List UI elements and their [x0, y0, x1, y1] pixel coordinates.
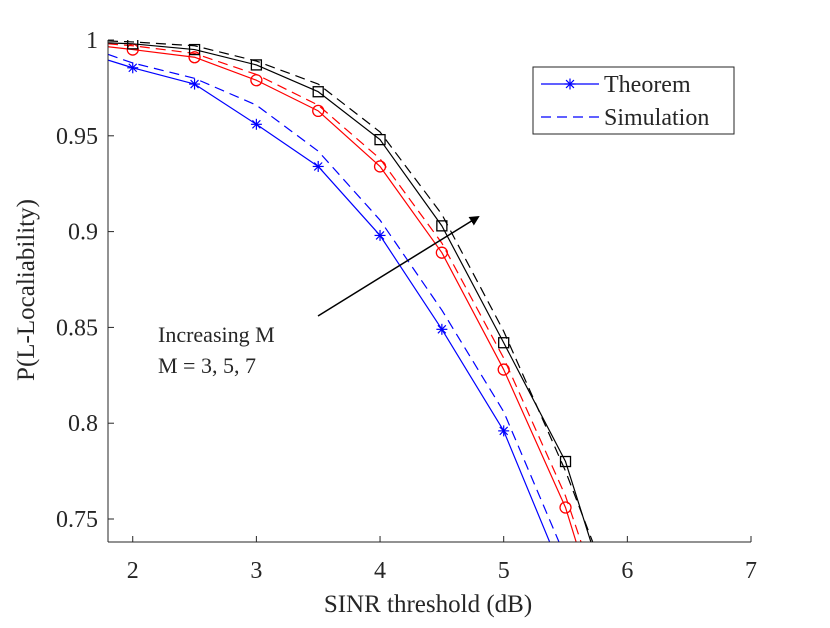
series-m7-theorem-point-square-marker — [559, 455, 572, 468]
series-m5-simulation — [108, 43, 582, 542]
y-tick-label: 0.9 — [68, 220, 98, 246]
series-m5-simulation-line — [108, 43, 582, 542]
series-m5-theorem — [108, 43, 577, 542]
annotation-line-1: Increasing M — [158, 322, 275, 347]
series-m3-simulation — [108, 53, 560, 542]
annotation-line-2: M = 3, 5, 7 — [158, 353, 256, 378]
series-m3-theorem-point-star-marker — [312, 160, 324, 172]
series-m7-theorem-line — [108, 42, 592, 542]
x-axis-title: SINR threshold (dB) — [324, 591, 532, 618]
y-tick-label: 1 — [86, 28, 98, 54]
legend-simulation-label: Simulation — [604, 105, 709, 131]
series-m3-simulation-line — [108, 53, 560, 542]
series-m7-theorem-point-square-marker — [498, 337, 510, 349]
series-m7-simulation-line — [108, 40, 594, 542]
x-tick-label: 6 — [621, 558, 633, 584]
series-m5-theorem-line — [108, 46, 577, 542]
series-layer — [108, 40, 594, 586]
legend-theorem-star-marker — [564, 78, 576, 90]
series-m7-theorem-point-square-marker — [250, 59, 263, 71]
series-m7-theorem-point-square-marker — [312, 86, 324, 98]
x-tick-label: 4 — [374, 558, 386, 584]
series-m7-theorem-point-square-marker — [436, 220, 448, 232]
ticks-layer: 2 3 4 5 6 7 0.75 0.8 0.85 0.9 0.95 1 — [56, 28, 757, 584]
increasing-m-arrow — [317, 215, 480, 317]
annotation: Increasing M M = 3, 5, 7 — [158, 215, 480, 378]
series-m5-theorem-point-circle-marker — [559, 501, 572, 514]
y-tick-label: 0.85 — [56, 315, 98, 341]
y-tick-label: 0.8 — [68, 411, 98, 437]
series-m5-theorem-point-circle-marker — [188, 51, 201, 64]
series-m3-theorem-point-star-marker — [498, 425, 510, 437]
legend-theorem-label: Theorem — [604, 72, 691, 98]
series-m3-theorem-point-star-marker — [436, 323, 448, 335]
series-m7-simulation — [108, 40, 594, 542]
series-m3-theorem-point-star-marker — [560, 575, 571, 586]
series-m3-theorem-point-star-marker — [127, 62, 139, 74]
y-axis-title: P(L-Localiability) — [13, 199, 40, 381]
series-m5-theorem-point-circle-marker — [312, 104, 325, 118]
series-m3-theorem — [108, 59, 571, 586]
legend: Theorem Simulation — [532, 66, 735, 135]
y-tick-label: 0.95 — [56, 124, 98, 150]
series-m3-theorem-point-star-marker — [189, 78, 201, 90]
axes-layer — [107, 40, 751, 543]
series-m3-theorem-point-star-marker — [250, 118, 262, 130]
x-tick-label: 5 — [498, 558, 510, 584]
y-tick-label: 0.75 — [56, 507, 98, 533]
series-m7-theorem-point-square-marker — [188, 43, 201, 56]
legend-box — [532, 66, 735, 135]
x-tick-label: 3 — [250, 558, 262, 584]
series-m7-theorem — [108, 40, 592, 542]
series-m3-theorem-point-star-marker — [374, 229, 386, 241]
series-m7-theorem-point-square-marker — [374, 133, 386, 146]
legend-theorem-marker — [564, 78, 576, 90]
series-m3-theorem-line — [108, 59, 551, 542]
x-tick-label: 2 — [127, 558, 139, 584]
series-m7-theorem-point-square-marker — [127, 40, 139, 50]
x-tick-label: 7 — [745, 558, 757, 584]
